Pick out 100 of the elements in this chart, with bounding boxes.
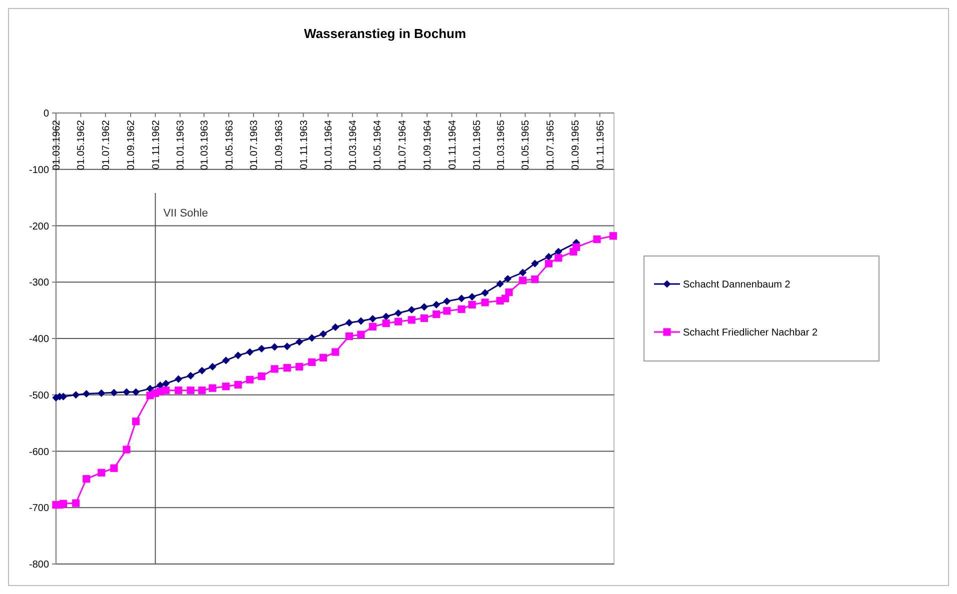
point bbox=[283, 364, 291, 372]
point bbox=[208, 362, 216, 370]
x-tick-label: 01.07.1962 bbox=[100, 120, 112, 170]
x-tick-label: 01.03.1962 bbox=[52, 120, 62, 170]
y-tick-label: -300 bbox=[28, 278, 50, 289]
y-tick-label: -400 bbox=[28, 334, 50, 345]
point bbox=[174, 375, 182, 383]
point bbox=[222, 382, 230, 390]
point bbox=[345, 318, 353, 327]
y-tick-label: -600 bbox=[28, 446, 50, 458]
point bbox=[458, 294, 466, 302]
point bbox=[593, 235, 601, 244]
point bbox=[382, 319, 390, 328]
point bbox=[270, 365, 278, 373]
point bbox=[174, 386, 182, 394]
point bbox=[246, 376, 254, 384]
point bbox=[308, 334, 316, 342]
y-tick-label: 0 bbox=[43, 108, 50, 120]
x-tick-label: 01.09.1963 bbox=[274, 120, 286, 170]
point bbox=[234, 380, 242, 389]
point bbox=[458, 305, 466, 313]
point bbox=[531, 276, 539, 284]
x-tick-label: 01.09.1964 bbox=[422, 120, 434, 170]
point bbox=[544, 260, 553, 268]
x-tick-label: 01.03.1964 bbox=[348, 120, 359, 170]
point bbox=[443, 297, 451, 306]
x-tick-label: 01.11.1965 bbox=[595, 120, 606, 170]
point bbox=[408, 316, 416, 324]
point bbox=[162, 380, 170, 388]
y-tick-label: -100 bbox=[28, 164, 50, 176]
point bbox=[110, 388, 118, 396]
x-tick-label: 01.11.1962 bbox=[150, 120, 162, 170]
x-tick-label: 01.03.1965 bbox=[496, 120, 507, 170]
point bbox=[186, 372, 194, 380]
point bbox=[531, 260, 539, 268]
point bbox=[357, 330, 365, 338]
point bbox=[132, 388, 140, 396]
point bbox=[222, 356, 230, 364]
point bbox=[382, 312, 390, 320]
x-tick-label: 01.05.1962 bbox=[76, 120, 88, 170]
x-tick-label: 01.09.1962 bbox=[126, 120, 138, 170]
point bbox=[296, 362, 304, 370]
x-tick-label: 01.01.1963 bbox=[176, 120, 187, 170]
point bbox=[82, 475, 90, 483]
point bbox=[72, 391, 80, 399]
point bbox=[98, 389, 106, 397]
point bbox=[162, 386, 170, 394]
point bbox=[110, 464, 118, 472]
point bbox=[554, 254, 562, 262]
point bbox=[518, 268, 527, 276]
point bbox=[283, 342, 291, 350]
point bbox=[432, 310, 440, 318]
x-tick-label: 01.01.1965 bbox=[472, 120, 484, 170]
point bbox=[544, 252, 553, 261]
point bbox=[319, 330, 328, 338]
x-tick-label: 01.07.1965 bbox=[545, 120, 556, 170]
point bbox=[443, 307, 451, 315]
x-tick-label: 01.01.1964 bbox=[324, 120, 335, 170]
point bbox=[420, 303, 428, 311]
point bbox=[420, 314, 428, 322]
point bbox=[319, 354, 328, 362]
x-tick-label: 01.05.1964 bbox=[372, 120, 384, 170]
legend-label: Schacht Dannenbaum 2 bbox=[683, 280, 791, 290]
y-tick-label: -700 bbox=[28, 503, 50, 514]
point bbox=[208, 384, 216, 392]
point bbox=[234, 352, 242, 360]
point bbox=[505, 288, 513, 296]
point bbox=[308, 358, 316, 366]
point bbox=[357, 317, 365, 325]
y-tick-label: -200 bbox=[28, 221, 50, 232]
x-tick-label: 01.05.1963 bbox=[224, 120, 236, 170]
point bbox=[258, 372, 266, 380]
point bbox=[60, 500, 68, 508]
point bbox=[408, 306, 416, 314]
point bbox=[368, 322, 377, 330]
point bbox=[572, 243, 580, 251]
point bbox=[432, 300, 440, 308]
y-tick-label: -800 bbox=[28, 560, 50, 570]
point bbox=[122, 446, 130, 454]
point bbox=[98, 468, 106, 476]
point bbox=[496, 280, 504, 288]
legend-label: Schacht Friedlicher Nachbar 2 bbox=[683, 328, 818, 338]
point bbox=[518, 276, 527, 284]
point bbox=[122, 388, 130, 396]
x-tick-label: 01.09.1965 bbox=[570, 120, 582, 170]
point bbox=[296, 338, 304, 346]
point bbox=[198, 366, 206, 374]
x-tick-label: 01.03.1963 bbox=[200, 120, 211, 170]
x-tick-label: 01.11.1963 bbox=[298, 120, 310, 170]
point bbox=[332, 348, 340, 356]
chart-title: Wasseranstieg in Bochum bbox=[304, 26, 466, 41]
point bbox=[609, 232, 617, 240]
point bbox=[198, 386, 206, 394]
point bbox=[468, 300, 476, 308]
x-tick-label: 01.05.1965 bbox=[520, 120, 532, 170]
point bbox=[394, 309, 402, 317]
point bbox=[368, 314, 377, 323]
point bbox=[270, 343, 278, 351]
ref-line-label: VII Sohle bbox=[163, 208, 208, 220]
point bbox=[504, 274, 512, 283]
